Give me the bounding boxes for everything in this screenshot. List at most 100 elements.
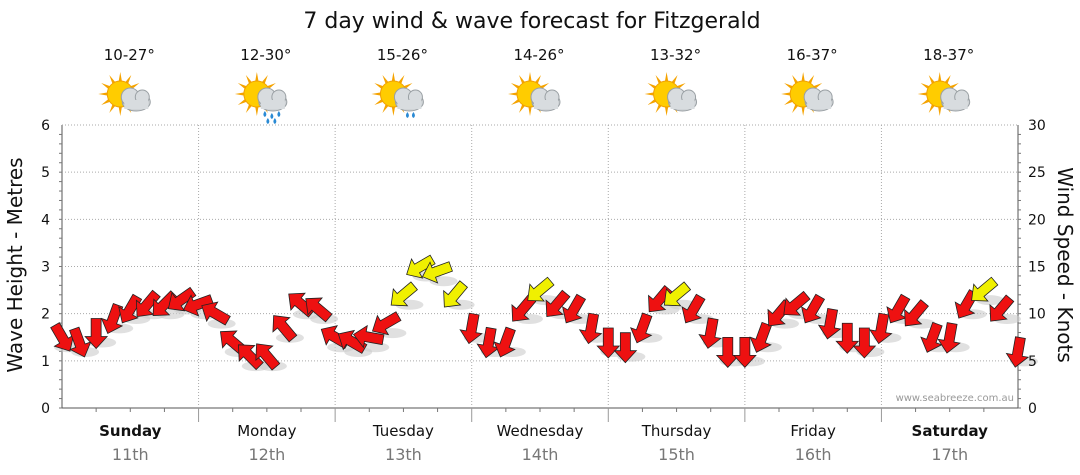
wind-arrow (352, 324, 385, 349)
chart-title: 7 day wind & wave forecast for Fitzgeral… (303, 9, 760, 34)
wind-arrow (562, 293, 587, 324)
right-tick-label: 20 (1028, 212, 1046, 228)
wind-arrow (118, 293, 143, 324)
wind-arrow (783, 290, 811, 316)
left-tick-label: 5 (41, 165, 50, 181)
left-tick-label: 2 (41, 307, 50, 323)
wind-arrow (613, 332, 638, 364)
day-name-label: Thursday (641, 422, 712, 440)
wind-arrow (406, 254, 436, 279)
left-tick-label: 4 (41, 212, 50, 228)
right-axis-ticks: 0 5 10 15 20 25 30 (1028, 118, 1046, 417)
temperature-label: 12-30° (240, 46, 291, 64)
day-date-label: 13th (385, 445, 422, 464)
wind-arrow (84, 318, 109, 350)
wind-arrow (663, 281, 692, 307)
wind-arrow (421, 261, 453, 284)
wind-arrow (749, 321, 772, 353)
day-name-label: Friday (790, 422, 836, 440)
wind-arrow (630, 312, 653, 344)
wind-arrow (476, 326, 500, 359)
partly-cloudy-icon (644, 72, 698, 116)
wind-arrow (971, 276, 999, 302)
right-tick-label: 5 (1028, 354, 1037, 370)
wave-shadow-mark (429, 276, 458, 287)
day-name-label: Sunday (99, 422, 162, 440)
wind-arrow (545, 289, 571, 317)
wind-arrow (167, 286, 197, 312)
left-tick-label: 0 (41, 401, 50, 417)
wind-arrow (100, 303, 124, 334)
day-date-label: 15th (658, 445, 695, 464)
temperature-labels: 10-27° 12-30° 15-26° 14-26° 13-32° 16-37° 18-3… (104, 46, 975, 64)
partly-cloudy-icon (508, 72, 561, 116)
credit-text: www.seabreeze.com.au (896, 393, 1014, 404)
right-axis-label: Wind Speed - Knots (1053, 167, 1077, 363)
day-date-label: 12th (248, 445, 285, 464)
temperature-label: 14-26° (513, 46, 564, 64)
left-tick-label: 6 (41, 118, 50, 134)
day-labels: Sunday 11th Monday 12th Tuesday 13th Wednesday… (99, 422, 988, 464)
left-axis-label: Wave Height - Metres (3, 157, 27, 372)
temperature-label: 10-27° (104, 46, 155, 64)
wind-arrow (937, 322, 961, 354)
temperature-label: 18-37° (923, 46, 974, 64)
wind-arrow (272, 315, 298, 343)
wind-arrow (920, 321, 943, 353)
wind-arrow (1005, 336, 1030, 368)
temperature-label: 16-37° (787, 46, 838, 64)
wind-arrow (801, 293, 826, 324)
right-tick-label: 0 (1028, 401, 1037, 417)
wind-arrow (371, 311, 402, 336)
wind-arrow (904, 299, 929, 327)
day-name-label: Saturday (912, 422, 989, 440)
wind-arrow (135, 289, 161, 317)
wind-arrow (201, 301, 231, 326)
temperature-label: 13-32° (650, 46, 701, 64)
wind-arrow (182, 294, 214, 317)
showers-icon (371, 72, 424, 118)
wind-arrow (511, 294, 537, 322)
day-date-label: 16th (795, 445, 832, 464)
wind-arrow (69, 326, 92, 358)
wind-arrow (578, 312, 603, 345)
wind-arrow (305, 297, 333, 323)
wind-arrow (255, 343, 281, 371)
wind-arrow (681, 293, 706, 324)
partly-cloudy-icon (917, 72, 971, 116)
day-date-label: 17th (931, 445, 968, 464)
wind-arrow (50, 322, 75, 352)
right-tick-label: 10 (1028, 307, 1046, 323)
wind-arrow (869, 312, 893, 345)
wind-arrow (390, 281, 418, 307)
wind-arrow (886, 293, 911, 324)
grid (59, 124, 1021, 422)
left-axis-ticks: 0 1 2 3 4 5 6 (41, 118, 50, 417)
day-name-label: Monday (237, 422, 296, 440)
partly-cloudy-icon (781, 72, 834, 116)
rain-icon (234, 72, 288, 124)
wind-arrow (527, 276, 555, 302)
day-date-label: 11th (112, 445, 149, 464)
wind-arrow (459, 312, 483, 345)
wind-arrow (238, 344, 264, 371)
left-tick-label: 1 (41, 354, 50, 370)
right-tick-label: 15 (1028, 260, 1046, 276)
day-name-label: Wednesday (497, 422, 584, 440)
right-tick-label: 25 (1028, 165, 1046, 181)
temperature-label: 15-26° (377, 46, 428, 64)
wind-arrow (852, 327, 877, 359)
day-name-label: Tuesday (372, 422, 434, 440)
wind-arrow (989, 294, 1015, 322)
wave-shadow-mark (207, 318, 236, 329)
wind-arrows (50, 254, 1030, 371)
wind-arrow (817, 307, 842, 340)
wind-arrow (732, 336, 757, 368)
day-date-label: 14th (522, 445, 559, 464)
wind-arrow (698, 317, 722, 349)
left-tick-label: 3 (41, 260, 50, 276)
right-tick-label: 30 (1028, 118, 1046, 134)
wind-arrow (493, 326, 516, 358)
wind-arrow (443, 280, 469, 308)
